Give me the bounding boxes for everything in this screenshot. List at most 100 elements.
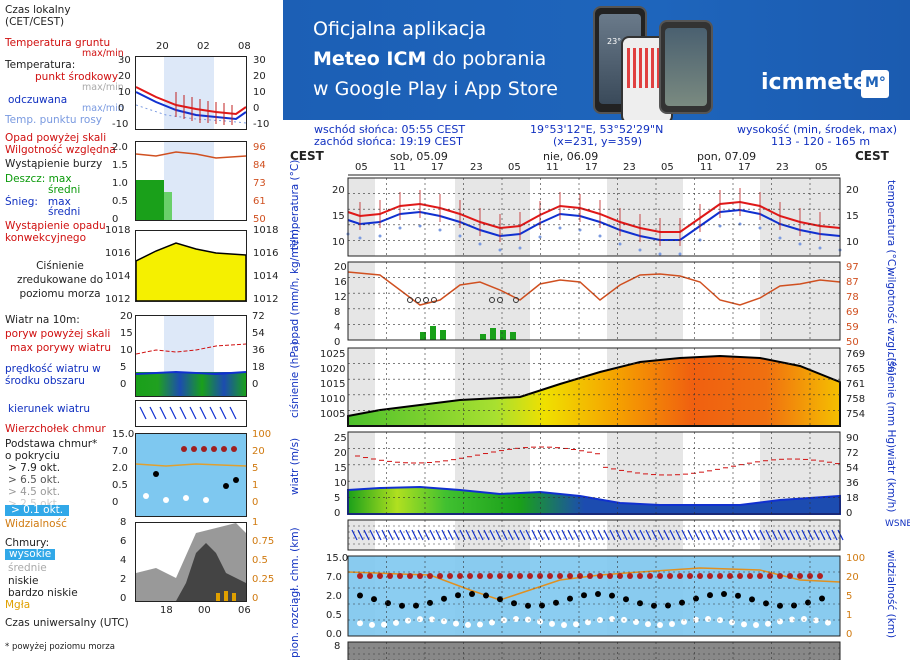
cloud-low-dot [465, 621, 471, 628]
cloud-top-dot [787, 573, 793, 579]
precip-panel-border [347, 261, 841, 341]
wind-tick: 0 [334, 508, 341, 519]
wind-dir-mark [765, 529, 772, 541]
cloud-low-dot [441, 618, 447, 625]
legend-storm: Wystąpienie burzy [5, 158, 103, 170]
cloud-low-dot [657, 621, 663, 628]
app-banner[interactable]: Oficjalna aplikacja Meteo ICM do pobrani… [283, 0, 910, 120]
wind-dir-mark [777, 529, 784, 541]
cloud-base-dot [791, 602, 797, 609]
pressure-tick: 1010 [320, 394, 346, 405]
wind-dir-mark [597, 529, 604, 541]
legend-cb-tick-r: 20 [252, 446, 265, 457]
cloud-base-dot [749, 596, 755, 603]
cloud-low-dot [585, 619, 591, 626]
cloud-top-dot [757, 573, 763, 579]
wind-dir-mark [783, 529, 790, 541]
legend-precip-panel [135, 141, 247, 221]
cloud-top-dot [487, 573, 493, 579]
cloud-base-dot [637, 600, 643, 607]
wind-dir-mark [543, 529, 550, 541]
cloud-base-dot [819, 595, 825, 602]
legend-cb-tick: 0.5 [112, 480, 128, 491]
banner-line2-bold: Meteo ICM [313, 48, 427, 70]
coords-text: 19°53'12"E, 53°52'29"N [530, 123, 664, 136]
legend-humidity: Wilgotność względna [5, 144, 116, 156]
top-hour-20: 20 [156, 41, 169, 52]
pressure-panel-border [347, 347, 841, 427]
cloud-top-dot [427, 573, 433, 579]
wind-tick-r: 72 [846, 448, 859, 459]
cloud-base-dot [441, 595, 447, 602]
night-shade [760, 520, 840, 550]
cloudbase-axis-title: pion. rozciągł. chm. (km) [289, 527, 301, 658]
cloud-top-dot [737, 573, 743, 579]
cloud-base-dot [595, 591, 601, 598]
cloud-base-dot [567, 595, 573, 602]
legend-footnote: * powyżej poziomu morza [5, 642, 115, 652]
cloud-low-dot [417, 616, 423, 623]
cloud-low-dot [537, 618, 543, 625]
cloud-low-dot [681, 618, 687, 625]
cloud-base-dot [385, 600, 391, 607]
tz-label-right: CEST [855, 149, 889, 163]
legend-wind-tick: 10 [120, 345, 133, 356]
cloud-top-dot [817, 573, 823, 579]
legend-temp-tick: 30 [118, 55, 131, 66]
dir-axis-title: WSNE [885, 519, 910, 529]
cloud-base-dot [511, 600, 517, 607]
cloud-top-dot [577, 573, 583, 579]
wind-dir-mark [531, 529, 538, 541]
cloud-top-dot [457, 573, 463, 579]
legend-temp-tick-r: 20 [253, 71, 266, 82]
cloudbase-tick: 7.0 [326, 572, 342, 583]
cloud-top-dot [667, 573, 673, 579]
pressure-tick: 1015 [320, 379, 346, 390]
wind-dir-mark [807, 529, 814, 541]
dew-point-dot [518, 246, 522, 250]
wind-dir-mark [471, 529, 478, 541]
legend-pressure: Ciśnienie zredukowane do poziomu morza [16, 260, 104, 300]
wind-dir-mark [729, 529, 736, 541]
wind-dir-mark [645, 529, 652, 541]
hour-label: 11 [546, 162, 559, 173]
wind-dir-mark [675, 529, 682, 541]
night-shade [455, 262, 530, 340]
cloud-base-dot [427, 599, 433, 606]
cloud-top-dot [557, 573, 563, 579]
cloud-low-dot [477, 621, 483, 628]
wind-dir-mark [441, 529, 448, 541]
cloud-low-dot [789, 616, 795, 623]
wind-dir-mark [831, 529, 838, 541]
temp-panel-bg [348, 178, 840, 256]
cloud-base-dot [707, 592, 713, 599]
storm-mark [497, 297, 503, 303]
wind-dir-mark [639, 529, 646, 541]
wind-dir-mark [603, 529, 610, 541]
humidity-line [347, 271, 841, 306]
wind-dir-mark [693, 529, 700, 541]
legend-temp-tick: 20 [118, 71, 131, 82]
wind-dir-mark [669, 529, 676, 541]
cloud-top-dot [637, 573, 643, 579]
hour-label: 05 [815, 162, 828, 173]
wind-dir-mark [519, 529, 526, 541]
cloud-base-dot [357, 592, 363, 599]
visibility-tick: 20 [846, 572, 859, 583]
wind-dir-mark [567, 529, 574, 541]
cloud-base-dot [525, 602, 531, 609]
dew-point-dot [438, 228, 442, 232]
dir-panel-border [347, 519, 841, 551]
sunrise-text: wschód słońca: 05:55 CEST [314, 123, 466, 136]
cloud-low-dot [729, 619, 735, 626]
clouds-tick: 8 [334, 641, 341, 652]
cloudbase-panel-border [347, 555, 841, 637]
wind-dir-mark [501, 529, 508, 541]
wind-dir-mark [651, 529, 658, 541]
wind-dir-mark [417, 529, 424, 541]
banner-line2-rest: do pobrania [426, 48, 547, 70]
wind-dir-mark [819, 529, 826, 541]
legend-cl-tick-r: 1 [252, 517, 259, 528]
legend-temp-tick-r: -10 [253, 119, 270, 130]
